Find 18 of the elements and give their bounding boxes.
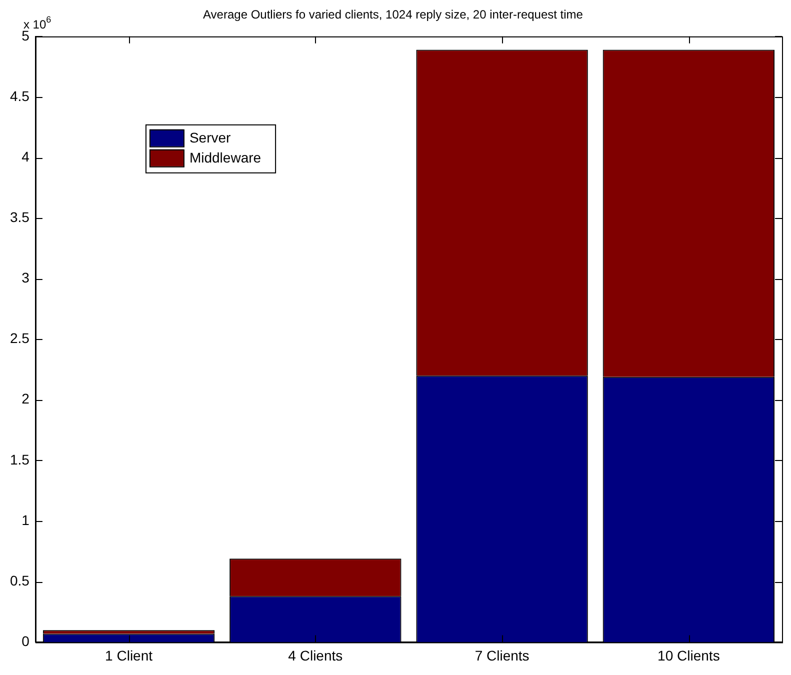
y-tick-label: 0: [22, 633, 30, 650]
legend-label: Server: [189, 129, 232, 146]
y-tick-label: 3.5: [10, 209, 30, 225]
y-tick-label: 4: [22, 148, 30, 164]
y-tick-label: 3: [22, 270, 30, 286]
y-tick-label: 1.5: [10, 451, 30, 468]
chart-title: Average Outliers fo varied clients, 1024 reply size, 20 inter-request time: [203, 8, 584, 22]
y-tick-label: 2.5: [10, 330, 30, 346]
y-tick-label: 0.5: [10, 572, 30, 588]
x-tick-label: 1 Client: [105, 647, 153, 664]
x-tick-label: 7 Clients: [474, 647, 530, 664]
x-tick-label: 4 Clients: [288, 647, 343, 664]
legend-label: Middleware: [189, 149, 262, 166]
x-tick-label: 10 Clients: [658, 647, 720, 664]
y-tick-label: 4.5: [10, 88, 30, 104]
y-tick-label: 5: [22, 27, 30, 44]
y-tick-label: 1: [22, 512, 30, 528]
y-tick-label: 2: [22, 390, 30, 407]
